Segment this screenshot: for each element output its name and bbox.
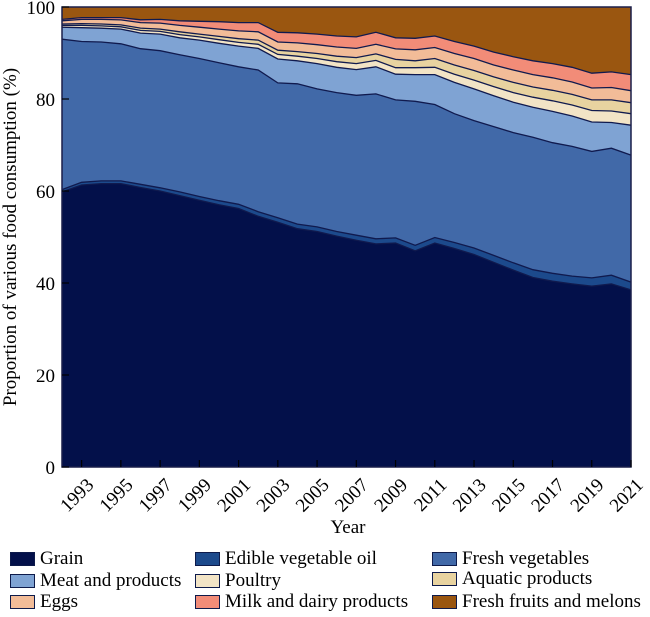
- legend-item-fresh-fruits-and-melons: Fresh fruits and melons: [432, 591, 641, 613]
- x-tick-label: 2021: [606, 475, 648, 517]
- legend-swatch: [195, 595, 220, 609]
- legend-swatch: [10, 552, 35, 566]
- x-tick-label: 2015: [488, 475, 530, 517]
- legend-label: Fresh vegetables: [462, 548, 590, 569]
- legend: Grain Edible vegetable oil Fresh vegetable…: [10, 548, 650, 617]
- plot-frame: [61, 6, 632, 468]
- x-tick-label: 2017: [527, 475, 569, 517]
- legend-item-eggs: Eggs: [10, 591, 78, 613]
- x-tick-label: 1993: [56, 475, 98, 517]
- legend-item-meat-and-products: Meat and products: [10, 570, 181, 592]
- y-tick-label: 60: [36, 182, 55, 203]
- boundary-poultry: [62, 24, 632, 115]
- area-layers: [61, 7, 632, 467]
- x-axis-title: Year: [330, 517, 366, 538]
- legend-label: Edible vegetable oil: [225, 548, 377, 569]
- legend-label: Fresh fruits and melons: [462, 591, 641, 612]
- area-poultry: [62, 25, 631, 126]
- legend-label: Aquatic products: [462, 568, 593, 589]
- y-axis: 0 20 40 60 80 100: [27, 0, 69, 479]
- legend-label: Eggs: [40, 591, 78, 612]
- legend-swatch: [10, 574, 35, 588]
- boundary-milk-and-dairy-products: [61, 16, 632, 76]
- boundary-edible-vegetable-oil: [61, 180, 632, 283]
- legend-label: Grain: [40, 548, 84, 569]
- legend-item-grain: Grain: [10, 548, 83, 570]
- x-tick-label: 2009: [370, 475, 412, 517]
- legend-item-edible-vegetable-oil: Edible vegetable oil: [195, 548, 377, 570]
- legend-swatch: [432, 552, 457, 566]
- x-tick-label: 2007: [331, 475, 373, 517]
- boundary-eggs: [61, 18, 632, 92]
- legend-swatch: [432, 595, 457, 609]
- legend-item-aquatic-products: Aquatic products: [432, 568, 592, 590]
- x-tick-label: 2011: [410, 475, 451, 516]
- legend-swatch: [195, 574, 220, 588]
- legend-swatch: [10, 595, 35, 609]
- legend-label: Meat and products: [40, 570, 182, 591]
- legend-swatch: [195, 552, 220, 566]
- legend-item-poultry: Poultry: [195, 570, 281, 592]
- y-tick-label: 40: [36, 274, 55, 295]
- area-grain: [62, 183, 631, 467]
- boundary-aquatic-products: [61, 22, 632, 104]
- x-tick-label: 2013: [449, 475, 491, 517]
- x-tick-label: 2001: [213, 475, 255, 517]
- y-axis-title: Proportion of various food consumption (…: [0, 68, 21, 406]
- area-edible-vegetable-oil: [62, 180, 631, 290]
- legend-swatch: [432, 572, 457, 586]
- x-tick-label: 1999: [174, 475, 216, 517]
- x-axis: 1993199519971999200120032005200720092011…: [56, 460, 648, 517]
- legend-label: Poultry: [225, 570, 281, 591]
- x-tick-label: 2003: [253, 475, 295, 517]
- x-tick-label: 1995: [96, 475, 138, 517]
- legend-item-fresh-vegetables: Fresh vegetables: [432, 548, 589, 570]
- y-tick-label: 0: [46, 458, 56, 479]
- y-tick-label: 20: [36, 366, 55, 387]
- y-tick-label: 80: [36, 90, 55, 111]
- x-tick-label: 2005: [292, 475, 334, 517]
- x-tick-label: 2019: [567, 475, 609, 517]
- area-fresh-vegetables: [62, 39, 631, 283]
- boundary-meat-and-products: [61, 26, 632, 126]
- boundary-fresh-vegetables: [61, 38, 632, 156]
- legend-label: Milk and dairy products: [225, 591, 409, 612]
- legend-item-milk-and-dairy-products: Milk and dairy products: [195, 591, 408, 613]
- y-tick-label: 100: [27, 0, 56, 19]
- area-fresh-fruits-and-melons: [62, 7, 631, 75]
- area-aquatic-products: [62, 23, 631, 114]
- boundary-grain: [61, 182, 632, 291]
- x-tick-label: 1997: [135, 475, 177, 517]
